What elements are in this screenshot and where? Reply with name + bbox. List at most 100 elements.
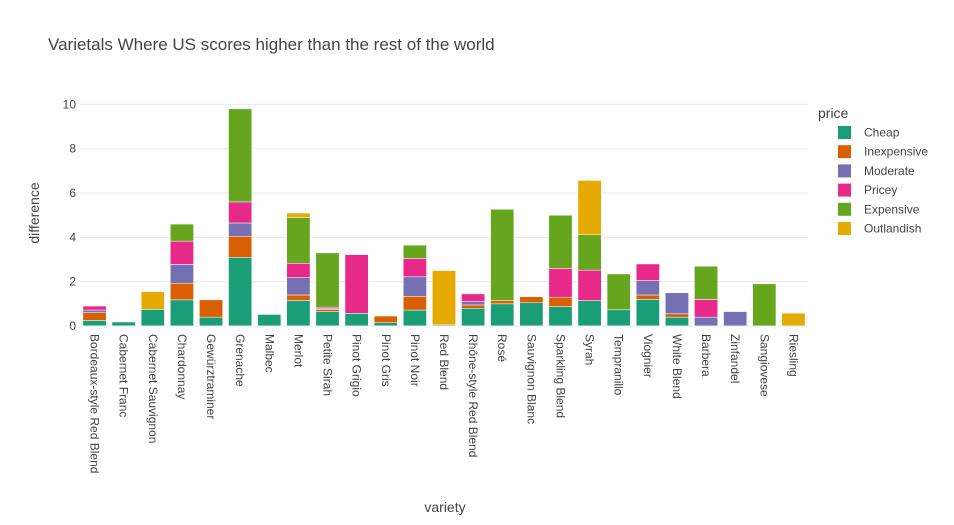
x-tick-label: Cabernet Sauvignon: [146, 334, 160, 443]
bar-outlandish-syrah[interactable]: [577, 180, 602, 235]
bar-inexpensive-chardonnay[interactable]: [170, 282, 194, 301]
x-tick-label: Rhône-style Red Blend: [466, 334, 480, 457]
bar-moderate-bordeaux-style-red-blend[interactable]: [82, 309, 107, 313]
legend-label: Outlandish: [864, 222, 921, 236]
legend-item-pricey[interactable]: Pricey: [838, 183, 897, 197]
bar-expensive-grenache[interactable]: [228, 108, 253, 203]
bar-pricey-barbera[interactable]: [694, 299, 718, 318]
bar-cheap-syrah[interactable]: [577, 300, 602, 327]
bar-expensive-sparkling-blend[interactable]: [548, 214, 573, 269]
bar-pricey-sparkling-blend[interactable]: [548, 268, 573, 298]
bar-cheap-rose[interactable]: [490, 303, 515, 327]
bar-cheap-cabernet-sauvignon[interactable]: [140, 309, 165, 327]
bar-moderate-white-blend[interactable]: [665, 292, 689, 315]
bar-pricey-viognier[interactable]: [635, 263, 660, 281]
legend-item-cheap[interactable]: Cheap: [838, 126, 900, 140]
bar-outlandish-riesling[interactable]: [781, 312, 806, 327]
bar-inexpensive-pinot-noir[interactable]: [402, 296, 427, 311]
bar-outlandish-merlot[interactable]: [286, 212, 311, 218]
x-tick-label: Malbec: [262, 334, 276, 373]
bar-inexpensive-white-blend[interactable]: [665, 313, 689, 318]
x-tick-label: Petite Sirah: [321, 334, 335, 396]
bar-cheap-cabernet-franc[interactable]: [111, 321, 136, 327]
bar-cheap-rhone-style-red-blend[interactable]: [461, 308, 486, 327]
x-tick-label: Bordeaux-style Red Blend: [88, 334, 102, 473]
bar-pricey-grenache[interactable]: [228, 201, 253, 224]
bar-expensive-tempranillo[interactable]: [606, 273, 631, 311]
legend-swatch: [838, 202, 851, 216]
bar-inexpensive-viognier[interactable]: [635, 294, 660, 300]
y-axis-ticks: 0 2 4 6 8 10: [63, 97, 77, 333]
x-tick-label: Viognier: [641, 334, 655, 378]
bar-pricey-chardonnay[interactable]: [170, 240, 194, 265]
bar-pricey-rhone-style-red-blend[interactable]: [461, 293, 486, 302]
bar-outlandish-cabernet-sauvignon[interactable]: [140, 291, 165, 310]
bar-cheap-tempranillo[interactable]: [606, 309, 631, 327]
legend-item-moderate[interactable]: Moderate: [838, 164, 915, 178]
bar-expensive-barbera[interactable]: [694, 265, 718, 300]
legend-swatch: [838, 164, 851, 178]
bar-moderate-zinfandel[interactable]: [723, 311, 748, 327]
bar-inexpensive-grenache[interactable]: [228, 236, 253, 258]
legend-title: price: [818, 105, 849, 121]
bar-pricey-pinot-grigio[interactable]: [344, 254, 369, 314]
bar-moderate-rhone-style-red-blend[interactable]: [461, 301, 486, 306]
bar-expensive-petite-sirah[interactable]: [315, 252, 340, 308]
bar-cheap-viognier[interactable]: [635, 299, 660, 327]
bar-cheap-grenache[interactable]: [228, 257, 253, 327]
x-tick-label: White Blend: [670, 334, 684, 399]
legend-label: Inexpensive: [864, 145, 928, 159]
bar-expensive-merlot[interactable]: [286, 217, 311, 264]
bar-moderate-pinot-noir[interactable]: [402, 276, 427, 297]
bar-pricey-syrah[interactable]: [577, 269, 602, 301]
legend-item-inexpensive[interactable]: Inexpensive: [838, 145, 928, 159]
bar-inexpensive-sauvignon-blanc[interactable]: [519, 296, 544, 303]
bar-cheap-petite-sirah[interactable]: [315, 311, 340, 327]
legend-item-outlandish[interactable]: Outlandish: [838, 222, 921, 236]
bar-inexpensive-pinot-gris[interactable]: [373, 315, 398, 323]
bar-inexpensive-rhone-style-red-blend[interactable]: [461, 304, 486, 309]
bar-inexpensive-gewurztraminer[interactable]: [199, 299, 223, 318]
bar-moderate-barbera[interactable]: [694, 316, 718, 327]
bars: [80, 108, 808, 327]
bar-expensive-pinot-noir[interactable]: [402, 244, 427, 259]
x-tick-label: Chardonnay: [175, 334, 189, 399]
bar-cheap-merlot[interactable]: [286, 300, 311, 327]
bar-inexpensive-bordeaux-style-red-blend[interactable]: [82, 312, 107, 321]
bar-cheap-sauvignon-blanc[interactable]: [519, 302, 544, 327]
bar-moderate-grenache[interactable]: [228, 222, 253, 237]
bar-pricey-pinot-noir[interactable]: [402, 258, 427, 278]
bar-inexpensive-petite-sirah[interactable]: [315, 309, 340, 312]
bar-cheap-sparkling-blend[interactable]: [548, 306, 573, 327]
gridlines: [80, 103, 808, 283]
bar-moderate-viognier[interactable]: [635, 280, 660, 296]
bar-expensive-chardonnay[interactable]: [170, 223, 194, 242]
bar-pricey-merlot[interactable]: [286, 263, 311, 278]
bar-cheap-pinot-noir[interactable]: [402, 309, 427, 327]
bar-cheap-gewurztraminer[interactable]: [199, 316, 223, 327]
bar-cheap-malbec[interactable]: [257, 314, 282, 327]
x-tick-label: Pinot Noir: [408, 334, 422, 387]
bar-expensive-sangiovese[interactable]: [752, 283, 777, 327]
x-tick-label: Sparkling Blend: [553, 334, 567, 418]
bar-inexpensive-sparkling-blend[interactable]: [548, 296, 573, 307]
legend-label: Pricey: [864, 183, 897, 197]
bar-cheap-bordeaux-style-red-blend[interactable]: [82, 320, 107, 327]
bar-expensive-syrah[interactable]: [577, 234, 602, 271]
legend-swatch: [838, 183, 851, 197]
y-tick-label: 6: [69, 186, 76, 200]
bar-cheap-chardonnay[interactable]: [170, 299, 194, 327]
bar-pricey-bordeaux-style-red-blend[interactable]: [82, 305, 107, 311]
bar-cheap-white-blend[interactable]: [665, 316, 689, 327]
bar-moderate-chardonnay[interactable]: [170, 264, 194, 284]
bar-cheap-pinot-grigio[interactable]: [344, 313, 369, 327]
bar-inexpensive-merlot[interactable]: [286, 294, 311, 301]
legend[interactable]: price Cheap Inexpensive Moderate Pricey Expe…: [818, 105, 928, 236]
legend-swatch: [838, 145, 851, 159]
bar-inexpensive-rose[interactable]: [490, 300, 515, 305]
bar-outlandish-red-blend[interactable]: [432, 270, 456, 326]
bar-expensive-rose[interactable]: [490, 208, 515, 301]
chart-title: Varietals Where US scores higher than th…: [48, 35, 495, 54]
bar-moderate-merlot[interactable]: [286, 277, 311, 296]
legend-item-expensive[interactable]: Expensive: [838, 202, 920, 216]
